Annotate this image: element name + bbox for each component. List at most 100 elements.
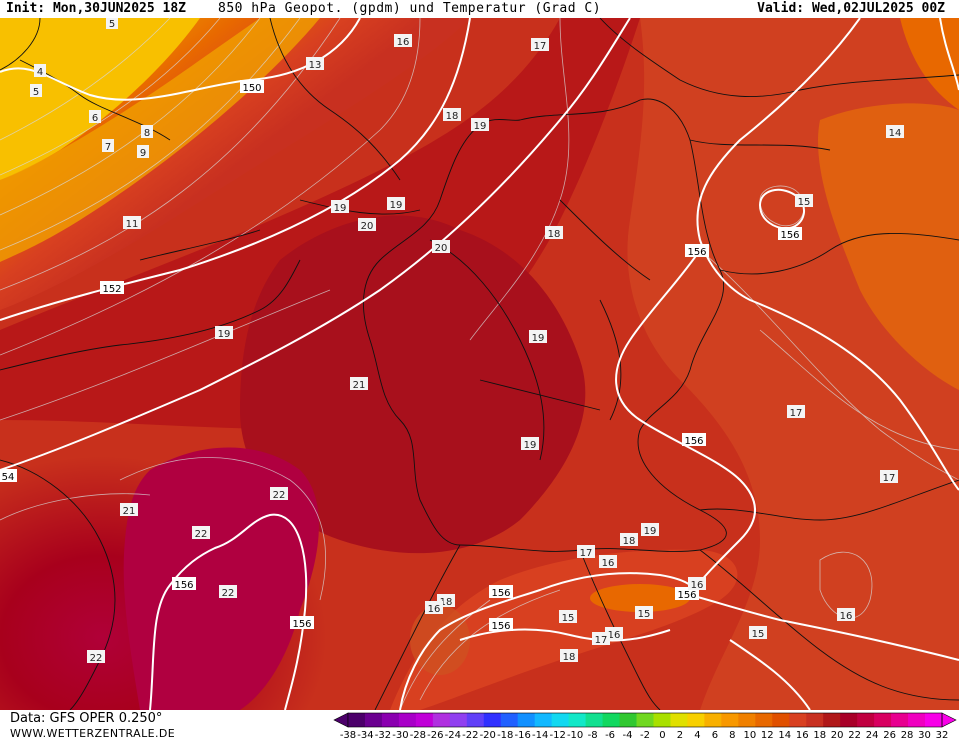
geopotential-label-text: 156 bbox=[687, 247, 706, 258]
legend-swatch bbox=[500, 713, 519, 727]
geopotential-label-text: 156 bbox=[292, 619, 311, 630]
contour-156-sw bbox=[149, 513, 308, 710]
temperature-label-text: 17 bbox=[580, 548, 593, 559]
legend-tick-label: 26 bbox=[883, 730, 896, 741]
temperature-label-text: 16 bbox=[602, 558, 615, 569]
legend-tick-label: -4 bbox=[623, 730, 633, 741]
legend-tick-label: -26 bbox=[427, 730, 443, 741]
temperature-label-box bbox=[749, 626, 767, 639]
chart-title: 850 hPa Geopot. (gpdm) und Temperatur (G… bbox=[218, 1, 602, 16]
geopotential-label-box bbox=[100, 281, 124, 294]
legend-tick-label: -32 bbox=[375, 730, 391, 741]
temperature-label-box bbox=[521, 437, 539, 450]
temperature-label: 6 bbox=[89, 110, 101, 124]
contour-156-center bbox=[615, 249, 959, 661]
temperature-label: 15 bbox=[559, 610, 577, 624]
legend-swatch bbox=[840, 713, 858, 727]
legend-swatch bbox=[449, 713, 468, 727]
temperature-label-box bbox=[529, 330, 547, 343]
temperature-field-22-zone bbox=[123, 447, 319, 710]
temperature-label: 20 bbox=[432, 240, 450, 254]
legend-tick-label: -2 bbox=[640, 730, 650, 741]
legend-tick-label: -18 bbox=[497, 730, 513, 741]
temperature-label: 22 bbox=[192, 526, 210, 540]
geopotential-label: 156 bbox=[172, 577, 196, 591]
temperature-label-box bbox=[137, 145, 149, 158]
legend-tick-label: -12 bbox=[549, 730, 565, 741]
geopotential-label: 54 bbox=[0, 469, 17, 483]
temperature-label-text: 22 bbox=[273, 490, 286, 501]
legend-swatch bbox=[585, 713, 604, 727]
geopotential-label-text: 156 bbox=[491, 621, 510, 632]
legend-arrow-right bbox=[941, 712, 957, 728]
legend-tick-label: -22 bbox=[462, 730, 478, 741]
geopotential-label-text: 156 bbox=[174, 580, 193, 591]
legend-swatch bbox=[891, 713, 909, 727]
legend-swatch bbox=[653, 713, 671, 727]
legend-swatch bbox=[738, 713, 756, 727]
temperature-label: 11 bbox=[123, 216, 141, 230]
temperature-label-text: 15 bbox=[638, 609, 651, 620]
legend-tick-label: -34 bbox=[357, 730, 373, 741]
geopotential-label-text: 156 bbox=[780, 230, 799, 241]
temperature-label: 22 bbox=[270, 487, 288, 501]
temperature-label-text: 15 bbox=[562, 613, 575, 624]
temperature-label-box bbox=[886, 125, 904, 138]
temperature-label-text: 16 bbox=[428, 604, 441, 615]
temperature-label-text: 17 bbox=[595, 635, 608, 646]
temperature-label-box bbox=[34, 64, 46, 77]
temperature-label-box bbox=[837, 608, 855, 621]
geopotential-label-text: 150 bbox=[242, 83, 261, 94]
temperature-label-box bbox=[787, 405, 805, 418]
temperature-label-text: 17 bbox=[534, 41, 547, 52]
temperature-label: 13 bbox=[306, 57, 324, 71]
geopotential-label-box bbox=[682, 433, 706, 446]
temperature-label-box bbox=[443, 108, 461, 121]
temperature-label-text: 18 bbox=[440, 597, 453, 608]
geopotential-label-box bbox=[172, 577, 196, 590]
geopotential-label-box bbox=[290, 616, 314, 629]
temperature-label-text: 16 bbox=[691, 580, 704, 591]
website-url: WWW.WETTERZENTRALE.DE bbox=[10, 727, 176, 740]
temperature-field-alps-west bbox=[410, 605, 470, 675]
temperature-label: 19 bbox=[387, 197, 405, 211]
temperature-label-text: 15 bbox=[752, 629, 765, 640]
legend-tick-label: 18 bbox=[813, 730, 826, 741]
temperature-label-text: 14 bbox=[889, 128, 902, 139]
temperature-label-box bbox=[87, 650, 105, 663]
legend-swatch bbox=[483, 713, 502, 727]
contour-156-alps bbox=[399, 572, 695, 710]
legend-swatch bbox=[466, 713, 485, 727]
temperature-label: 4 bbox=[34, 64, 46, 78]
legend-swatch bbox=[534, 713, 553, 727]
temperature-label-box bbox=[394, 34, 412, 47]
temperature-label: 16 bbox=[688, 577, 706, 591]
legend-tick-label: 20 bbox=[831, 730, 844, 741]
geopotential-label: 152 bbox=[100, 281, 124, 295]
legend-tick-label: 30 bbox=[918, 730, 931, 741]
temperature-label-text: 19 bbox=[524, 440, 537, 451]
legend-tick-label: 24 bbox=[866, 730, 879, 741]
legend-swatch bbox=[364, 713, 383, 727]
temperature-label-box bbox=[331, 200, 349, 213]
temperature-label-box bbox=[635, 606, 653, 619]
temperature-label: 15 bbox=[635, 606, 653, 620]
legend-swatch bbox=[704, 713, 722, 727]
legend-swatch bbox=[874, 713, 892, 727]
temperature-label-box bbox=[123, 216, 141, 229]
contour-154 bbox=[0, 18, 631, 471]
temperature-label-text: 19 bbox=[334, 203, 347, 214]
temperature-label-text: 19 bbox=[218, 329, 231, 340]
legend-tick-label: 4 bbox=[694, 730, 700, 741]
temperature-label: 22 bbox=[219, 585, 237, 599]
legend-swatch bbox=[551, 713, 570, 727]
temperature-label-box bbox=[880, 470, 898, 483]
temperature-label-text: 19 bbox=[474, 121, 487, 132]
temperature-label-box bbox=[560, 649, 578, 662]
temperature-label-box bbox=[30, 84, 42, 97]
legend-swatch bbox=[908, 713, 926, 727]
temperature-label-box bbox=[688, 577, 706, 590]
